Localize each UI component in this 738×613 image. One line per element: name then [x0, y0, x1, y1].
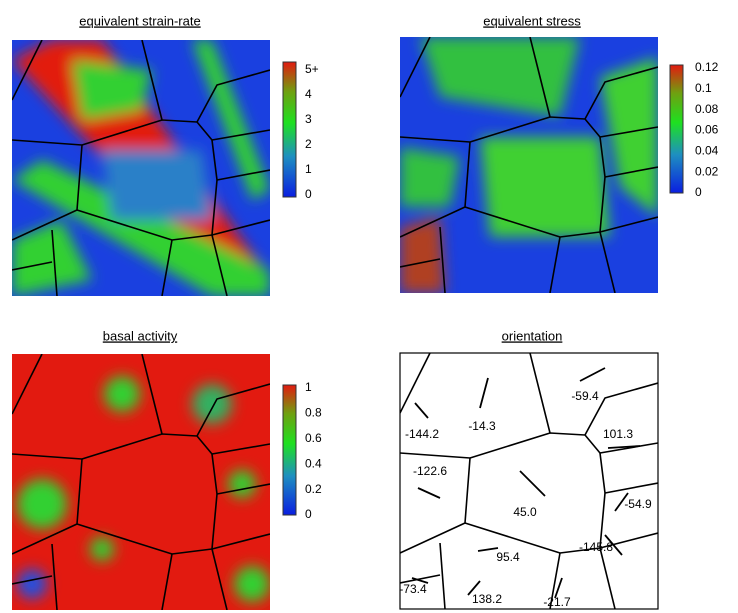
orientation-label: 138.2: [472, 592, 502, 606]
orientation-map: [399, 352, 659, 610]
colorbar-tick-label: 1: [305, 162, 312, 176]
colorbar-tick-label: 0.6: [305, 431, 322, 445]
colorbar-tick-label: 4: [305, 87, 312, 101]
colorbar-tick-label: 0.1: [695, 81, 712, 95]
strain-rate-map: [12, 40, 270, 296]
colorbar-tick-label: 0.8: [305, 406, 322, 420]
colorbar-tick-label: 0: [305, 187, 312, 201]
orientation-label: 45.0: [513, 505, 537, 519]
orientation-label: 95.4: [496, 550, 520, 564]
colorbar-tick-label: 2: [305, 137, 312, 151]
stress-map: [400, 37, 658, 293]
colorbar-tick-label: 0.08: [695, 102, 719, 116]
orientation-label: -73.4: [399, 582, 427, 596]
orientation-label: -122.6: [413, 464, 447, 478]
orientation-label: -145.8: [579, 540, 613, 554]
colorbar-tick-label: 5+: [305, 62, 319, 76]
panel-title: basal activity: [103, 328, 178, 343]
orientation-label: -14.3: [468, 419, 496, 433]
orientation-label: -21.7: [543, 595, 571, 609]
orientation-label: 101.3: [603, 427, 633, 441]
colorbar-tick-label: 0.12: [695, 60, 719, 74]
colorbar: [282, 384, 297, 516]
colorbar-tick-label: 0.06: [695, 123, 719, 137]
colorbar: [669, 64, 684, 194]
colorbar-tick-label: 0: [305, 507, 312, 521]
colorbar-tick-label: 1: [305, 380, 312, 394]
panel-title: equivalent stress: [483, 13, 581, 28]
orientation-label: -59.4: [571, 389, 599, 403]
colorbar-tick-label: 0.4: [305, 456, 322, 470]
panel-title: equivalent strain-rate: [79, 13, 200, 28]
colorbar: [282, 61, 297, 198]
panel-title: orientation: [502, 328, 563, 343]
colorbar-tick-label: 3: [305, 112, 312, 126]
colorbar-tick-label: 0.02: [695, 164, 719, 178]
colorbar-tick-label: 0.04: [695, 144, 719, 158]
orientation-label: -54.9: [624, 497, 652, 511]
colorbar-tick-label: 0.2: [305, 482, 322, 496]
colorbar-tick-label: 0: [695, 185, 702, 199]
basal-activity-map: [12, 354, 270, 610]
orientation-label: -144.2: [405, 427, 439, 441]
